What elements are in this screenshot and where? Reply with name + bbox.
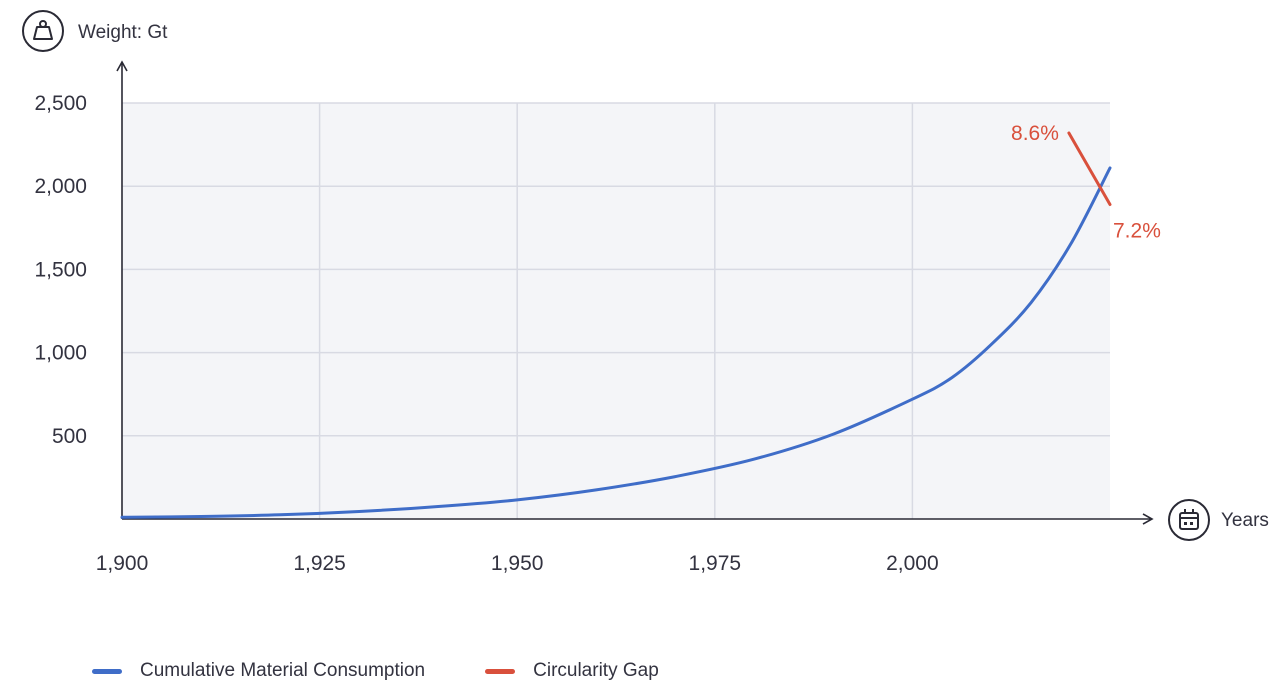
x-tick-label: 2,000	[886, 552, 939, 575]
x-tick-label: 1,950	[491, 552, 544, 575]
x-tick-label: 1,925	[293, 552, 346, 575]
y-tick-label: 500	[52, 425, 87, 448]
series-line-circularity-gap	[1067, 131, 1112, 206]
legend-label-circularity-gap: Circularity Gap	[533, 660, 659, 681]
y-axis-title: Weight: Gt	[78, 22, 168, 43]
weight-icon	[22, 10, 64, 52]
grid-lines	[122, 102, 1110, 519]
legend-swatch-consumption	[92, 668, 122, 674]
legend-swatch-circularity-gap	[485, 668, 516, 674]
series-lines	[120, 131, 1112, 519]
annotation-start-label: 8.6%	[1011, 122, 1059, 145]
tick-labels: 500 1,000 1,500 2,000 2,500 1,900 1,925 1,950 1,…	[34, 92, 938, 575]
calendar-icon	[1168, 499, 1210, 541]
series-line-consumption	[120, 166, 1112, 519]
x-axis-title: Years	[1221, 510, 1269, 531]
x-axis-arrow	[1142, 513, 1154, 525]
x-tick-label: 1,900	[96, 552, 149, 575]
annotation-end-label: 7.2%	[1113, 220, 1161, 243]
legend: Cumulative Material Consumption Circular…	[92, 660, 659, 682]
axes	[116, 60, 1154, 525]
legend-label-consumption: Cumulative Material Consumption	[140, 660, 426, 681]
plot-area	[122, 103, 1110, 519]
chart: Weight: Gt Years 500 1,000 1,500 2,000 2,500…	[22, 10, 1269, 575]
x-tick-label: 1,975	[689, 552, 742, 575]
y-tick-label: 1,500	[34, 258, 87, 281]
y-tick-label: 2,000	[34, 175, 87, 198]
legend-item-consumption: Cumulative Material Consumption	[92, 660, 425, 682]
annotations: 8.6% 7.2%	[1011, 122, 1161, 243]
legend-item-circularity-gap: Circularity Gap	[485, 660, 659, 682]
y-tick-label: 1,000	[34, 342, 87, 365]
y-tick-label: 2,500	[34, 92, 87, 115]
y-axis-arrow	[116, 60, 128, 72]
